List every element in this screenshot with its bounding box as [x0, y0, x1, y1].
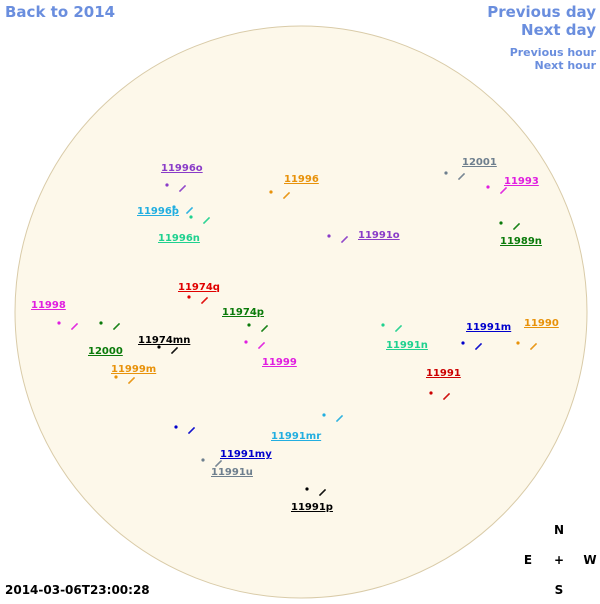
sunspot — [486, 185, 490, 189]
region-label[interactable]: 11989n — [500, 236, 542, 247]
region-label[interactable]: 11998 — [31, 300, 66, 311]
sunspot — [188, 432, 190, 434]
region-label[interactable]: 11996n — [158, 233, 200, 244]
sunspot — [319, 494, 321, 496]
sunspot — [429, 391, 433, 395]
sunspot — [443, 398, 445, 400]
sunspot — [171, 352, 173, 354]
sunspot — [172, 205, 176, 209]
sunspot — [186, 212, 188, 214]
next-day-link[interactable]: Next day — [521, 21, 596, 39]
sunspot — [157, 345, 161, 349]
region-label[interactable]: 11974p — [222, 307, 264, 318]
timestamp: 2014-03-06T23:00:28 — [5, 583, 150, 597]
region-label[interactable]: 11974mn — [138, 335, 190, 346]
region-label[interactable]: 12000 — [88, 346, 123, 357]
sunspot — [201, 302, 203, 304]
sunspot — [71, 328, 73, 330]
sunspot — [203, 222, 205, 224]
sunspot — [336, 420, 338, 422]
sunspot — [305, 487, 309, 491]
sunspot — [461, 341, 465, 345]
region-label[interactable]: 11991u — [211, 467, 253, 478]
previous-day-link[interactable]: Previous day — [487, 3, 596, 21]
previous-hour-link[interactable]: Previous hour — [510, 46, 597, 59]
sunspot — [395, 330, 397, 332]
sunspot — [499, 221, 503, 225]
sunspot — [458, 178, 460, 180]
region-label[interactable]: 11974q — [178, 282, 220, 293]
solar-disk — [14, 25, 588, 599]
sunspot — [475, 348, 477, 350]
sunspot — [201, 458, 205, 462]
region-label[interactable]: 11991my — [220, 449, 272, 460]
sunspot — [283, 197, 285, 199]
sunspot — [128, 382, 130, 384]
region-label[interactable]: 12001 — [462, 157, 497, 168]
sunspot — [261, 330, 263, 332]
next-hour-link[interactable]: Next hour — [535, 59, 597, 72]
region-label[interactable]: 11991n — [386, 340, 428, 351]
sunspot — [165, 183, 169, 187]
sunspot — [114, 375, 118, 379]
sunspot — [189, 215, 193, 219]
compass-center: + — [554, 553, 564, 567]
sunspot — [57, 321, 61, 325]
sunspot — [258, 347, 260, 349]
sunspot — [247, 323, 251, 327]
sunspot — [381, 323, 385, 327]
region-label[interactable]: 11993 — [504, 176, 539, 187]
region-label[interactable]: 11996 — [284, 174, 319, 185]
sunspot — [513, 228, 515, 230]
compass-south: S — [555, 583, 564, 597]
compass-east: E — [524, 553, 532, 567]
compass-west: W — [583, 553, 596, 567]
region-label[interactable]: 11991o — [358, 230, 400, 241]
compass-north: N — [554, 523, 564, 537]
back-link[interactable]: Back to 2014 — [5, 3, 115, 21]
region-label[interactable]: 11991mr — [271, 431, 321, 442]
sunspot — [215, 465, 217, 467]
sunspot — [244, 340, 248, 344]
sunspot — [269, 190, 273, 194]
region-label[interactable]: 11991m — [466, 322, 511, 333]
region-label[interactable]: 11999m — [111, 364, 156, 375]
sunspot — [530, 348, 532, 350]
sunspot — [99, 321, 103, 325]
sunspot — [516, 341, 520, 345]
region-label[interactable]: 11991p — [291, 502, 333, 513]
region-label[interactable]: 11996o — [161, 163, 203, 174]
sunspot — [322, 413, 326, 417]
sunspot — [187, 295, 191, 299]
sunspot — [327, 234, 331, 238]
region-label[interactable]: 11991 — [426, 368, 461, 379]
sunspot — [174, 425, 178, 429]
sunspot — [179, 190, 181, 192]
region-label[interactable]: 11999 — [262, 357, 297, 368]
sunspot — [341, 241, 343, 243]
sunspot — [500, 192, 502, 194]
region-label[interactable]: 11990 — [524, 318, 559, 329]
region-label[interactable]: 11996p — [137, 206, 179, 217]
sunspot — [113, 328, 115, 330]
sunspot — [444, 171, 448, 175]
